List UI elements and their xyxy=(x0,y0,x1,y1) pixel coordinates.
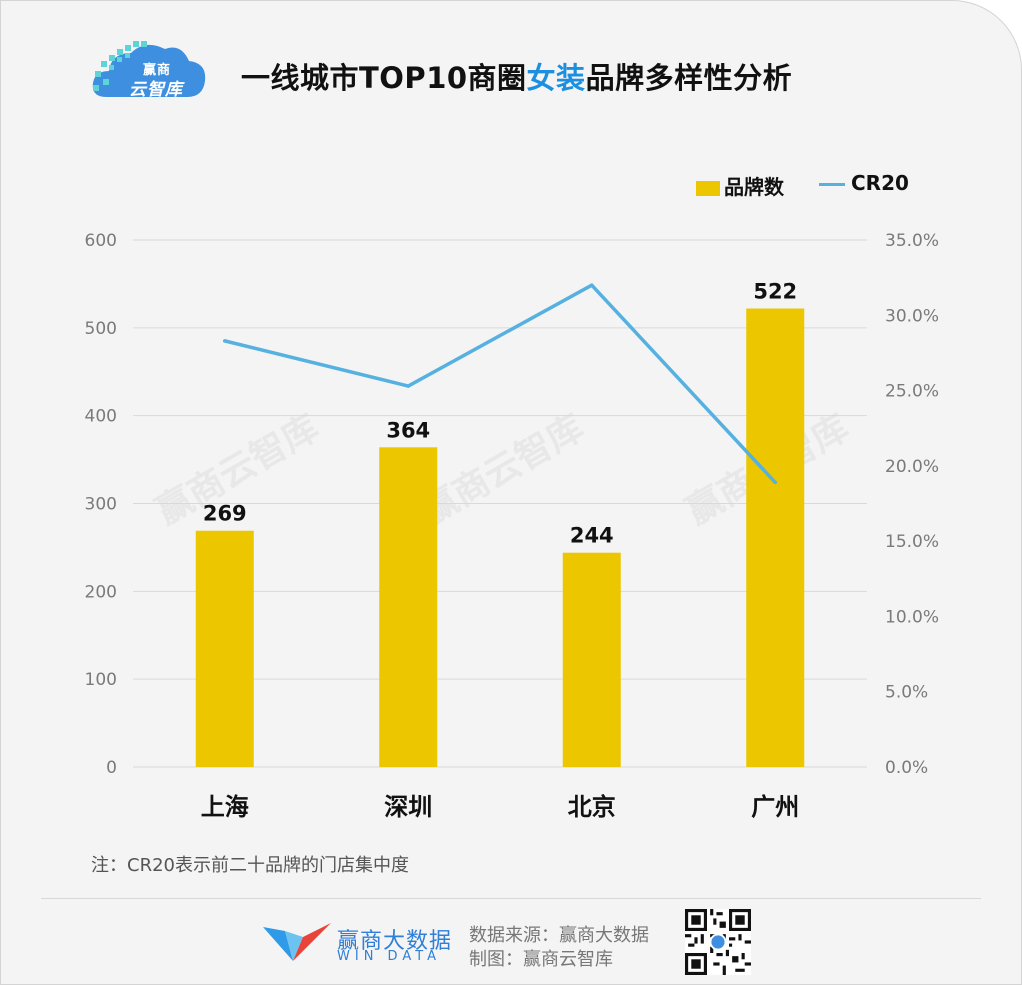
bar-value-label: 269 xyxy=(203,502,247,526)
bar xyxy=(379,447,438,767)
cloud-logo-icon xyxy=(92,41,206,97)
brand-name: 赢商大数据 xyxy=(337,929,453,954)
logo-text: 赢商 xyxy=(143,63,172,78)
title-part: 品牌多样性分析 xyxy=(585,61,793,95)
data-source: 数据来源：赢商大数据 xyxy=(469,925,649,946)
y-left-tick-label: 500 xyxy=(85,319,117,339)
y-right-tick-label: 20.0% xyxy=(885,457,939,477)
combo-chart: 0 100 200 300 400 500 600 0.0% 5.0% 10.0% 15.0% 20.… xyxy=(85,231,939,821)
win-data-logo-icon xyxy=(263,923,331,961)
y-right-tick-label: 25.0% xyxy=(885,382,939,402)
bar-value-label: 244 xyxy=(570,524,614,548)
y-left-tick-label: 100 xyxy=(85,670,117,690)
y-right-tick-label: 10.0% xyxy=(885,607,939,627)
y-left-tick-label: 300 xyxy=(85,495,117,515)
chart-title: 一线城市TOP10商圈女装品牌多样性分析 xyxy=(241,55,792,97)
title-part: 一线城市TOP10商圈 xyxy=(241,61,527,95)
legend-label: CR20 xyxy=(851,171,909,195)
brand-name-en: WIN DATA xyxy=(337,949,442,964)
bar-value-label: 522 xyxy=(753,280,797,304)
cr20-line xyxy=(224,283,777,484)
chart-maker: 制图：赢商云智库 xyxy=(469,949,613,970)
title-highlight: 女装 xyxy=(526,61,586,95)
cr20-point xyxy=(222,339,227,343)
legend-line-swatch xyxy=(819,183,845,186)
bar xyxy=(562,552,621,767)
x-tick-label: 上海 xyxy=(201,793,249,821)
x-tick-label: 深圳 xyxy=(384,793,432,821)
cr20-point xyxy=(589,283,594,287)
cr20-point xyxy=(406,384,411,388)
y-right-tick-label: 15.0% xyxy=(885,532,939,552)
bar xyxy=(746,308,805,767)
qr-code-icon xyxy=(685,909,751,975)
y-right-tick-label: 0.0% xyxy=(885,758,928,778)
footnote: 注：CR20表示前二十品牌的门店集中度 xyxy=(91,855,409,876)
legend-item-line: CR20 xyxy=(819,171,909,195)
y-left-tick-label: 0 xyxy=(106,758,117,778)
legend-bar-swatch xyxy=(696,181,720,196)
cr20-point xyxy=(773,480,778,485)
logo-text: 云智库 xyxy=(129,80,183,100)
divider xyxy=(41,898,981,899)
y-left-tick-label: 200 xyxy=(85,582,117,602)
bar-value-label: 364 xyxy=(386,418,430,442)
y-left-tick-label: 600 xyxy=(85,231,117,251)
y-right-tick-label: 35.0% xyxy=(885,231,939,251)
legend-label: 品牌数 xyxy=(724,175,784,199)
x-tick-label: 广州 xyxy=(751,793,799,821)
y-left-tick-label: 400 xyxy=(85,407,117,427)
y-right-tick-label: 5.0% xyxy=(885,683,928,703)
legend-item-bar: 品牌数 xyxy=(696,171,784,200)
x-tick-label: 北京 xyxy=(568,793,616,821)
y-right-tick-label: 30.0% xyxy=(885,306,939,326)
bar xyxy=(195,530,254,767)
